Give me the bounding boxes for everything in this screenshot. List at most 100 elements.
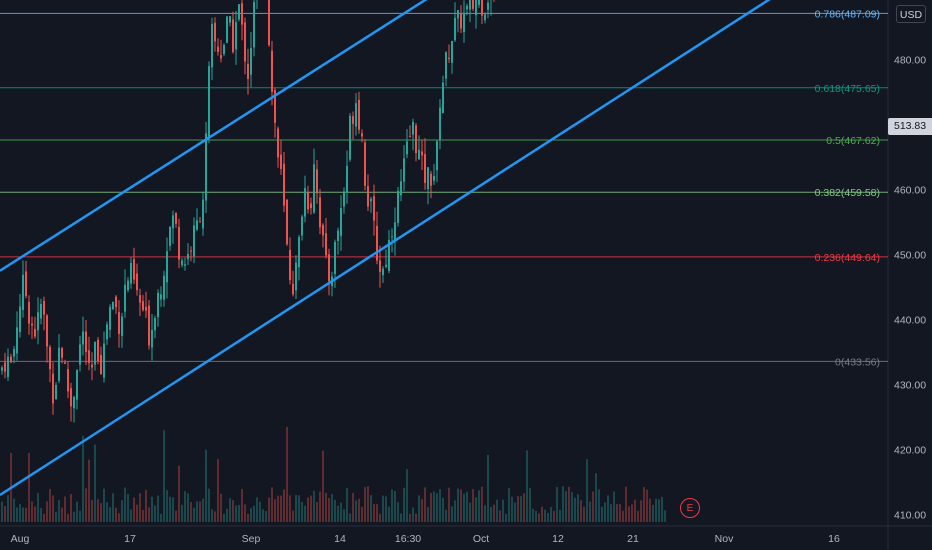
volume-bar [223,513,225,522]
candle-body [166,251,168,283]
volume-bar [484,505,486,522]
candle-body [322,224,324,236]
candle-body [274,90,276,123]
volume-bar [637,510,639,522]
volume-bar [655,498,657,522]
candle-body [391,236,393,238]
volume-bar [133,497,135,522]
candle-body [127,280,129,291]
candle-body [211,23,213,68]
candle-body [67,369,69,392]
volume-bar [13,498,15,522]
volume-bar [508,488,510,522]
volume-bar [331,494,333,522]
candle-body [40,303,42,319]
volume-bar [115,507,117,522]
volume-bar [310,495,312,522]
candle-body [172,215,174,229]
candle-body [487,2,489,10]
candle-body [238,4,240,20]
candle-body [292,283,294,295]
candle-body [28,301,30,324]
currency-label[interactable]: USD [896,5,926,23]
volume-bar [190,501,192,522]
volume-bar [226,508,228,522]
candle-body [91,364,93,368]
volume-bar [208,488,210,522]
x-tick-label: Aug [11,533,30,545]
x-tick-label: 12 [552,533,564,545]
candle-body [214,22,216,42]
candle-body [466,5,468,10]
fib-level-label: 0(433.56) [835,356,880,368]
candle-body [184,264,186,266]
candle-body [16,327,18,354]
candle-body [19,306,21,332]
volume-bar [403,487,405,522]
candle-body [52,373,54,404]
volume-bar [409,513,411,522]
candle-body [316,169,318,194]
candle-body [355,103,357,127]
volume-bar [481,486,483,522]
candle-body [481,0,483,16]
volume-bar [205,449,207,522]
volume-bar [37,493,39,522]
volume-bar [76,501,78,522]
candle-body [457,10,459,19]
candle-body [82,331,84,345]
candle-body [100,355,102,375]
candle-body [280,154,282,169]
candle-body [478,0,480,5]
volume-bar [358,498,360,522]
candle-body [181,260,183,265]
volume-bar [211,509,213,522]
volume-bar [628,506,630,522]
volume-bar [214,511,216,522]
volume-bar [520,496,522,522]
x-tick-label: 14 [334,533,346,545]
y-tick-label: 480.00 [894,55,926,67]
time-axis[interactable]: Aug 17 Sep 14 16:30 Oct 12 21 Nov 16 [11,533,840,545]
candle-body [382,268,384,276]
candle-body [226,16,228,43]
candle-body [37,312,39,331]
volume-bar [454,500,456,522]
volume-bar [529,488,531,522]
candle-body [4,362,6,372]
candle-body [46,315,48,347]
volume-bar [85,488,87,522]
candle-body [85,331,87,353]
price-axis[interactable]: 540.00530.00520.00510.00500.00490.00480.… [894,0,926,522]
volume-bar [43,513,45,522]
candle-body [136,273,138,291]
volume-bar [514,502,516,522]
volume-bar [619,504,621,522]
volume-bar [451,506,453,522]
volume-bar [475,497,477,522]
candle-body [220,55,222,59]
volume-bar [502,499,504,522]
candle-body [169,226,171,246]
volume-bar [583,506,585,522]
candle-body [88,350,90,364]
volume-bar [346,487,348,522]
x-tick-label: 21 [627,533,639,545]
candle-body [442,82,444,114]
volume-bar [418,495,420,522]
candle-body [187,254,189,260]
candle-body [412,121,414,135]
earnings-marker-icon[interactable]: E [680,498,700,518]
candle-body [148,305,150,346]
candle-body [430,173,432,186]
candle-body [283,163,285,206]
candle-body [49,346,51,370]
trend-drawings[interactable] [0,0,888,497]
volume-bar [55,511,57,522]
volume-bar [625,486,627,522]
candle-body [121,316,123,336]
volume-bar [613,491,615,522]
volume-bar [427,507,429,522]
candle-body [397,190,399,223]
